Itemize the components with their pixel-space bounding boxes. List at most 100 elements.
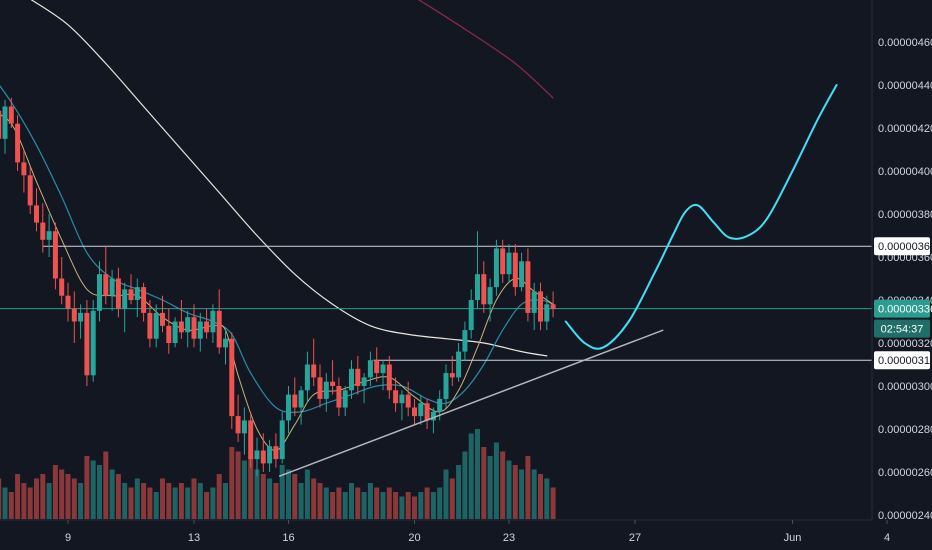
volume-bar [550,487,556,519]
volume-bar [468,433,474,519]
candle-body [393,390,399,404]
candle-body [166,325,172,343]
candle-body [8,106,14,124]
volume-bar [122,483,128,519]
candle-body [531,291,537,313]
volume-bar [405,492,411,519]
price-tick-label: 0.00000400 [878,166,932,178]
volume-bar [399,496,405,519]
candle-body [153,312,159,339]
volume-bar [512,465,518,519]
candle-body [27,175,33,206]
time-tick-label: Jun [784,532,802,544]
candle-body [412,407,417,417]
volume-bar [71,478,77,519]
candle-body [185,317,191,333]
volume-bar [84,456,90,519]
volume-bar [223,483,228,519]
candle-body [235,416,241,434]
volume-bar [367,483,373,519]
volume-bar [462,451,468,519]
price-tick-label: 0.00000320 [878,338,932,350]
candle-body [424,403,430,421]
current-price-badge [874,299,930,318]
volume-bar [456,465,462,519]
candle-body [2,106,8,139]
volume-bar [336,487,342,519]
candle-body [59,278,65,296]
volume-bar [210,487,216,519]
projection-group[interactable] [564,84,838,350]
volume-bar [273,483,279,519]
ascending-trendline [278,329,664,478]
volume-bar [235,451,241,519]
volume-bar [191,478,197,519]
candle-body [298,390,304,408]
volume-bar [449,478,455,519]
trendline-group[interactable] [278,329,664,478]
candle-body [122,289,128,309]
candle-body [399,394,405,404]
price-tick-label: 0.00000240 [878,510,932,522]
volume-bars [0,429,556,519]
time-axis[interactable]: 91316202327Jun4710 [65,520,932,544]
candle-body [216,310,222,348]
volume-bar [15,474,21,519]
candle-body [90,310,96,376]
candle-body [380,364,386,374]
volume-bar [487,456,493,519]
price-tick-label: 0.00000280 [878,424,932,436]
time-tick-label: 13 [188,532,200,544]
candle-body [323,381,329,399]
volume-bar [128,487,134,519]
candle-body [462,330,468,352]
candle-body [367,360,373,378]
volume-bar [531,469,537,519]
candle-body [405,394,411,408]
candle-body [418,403,424,417]
candle-body [286,394,291,421]
volume-bar [355,487,361,519]
volume-bar [330,492,336,519]
volume-bar [500,451,506,519]
candle-body [141,287,147,313]
candle-body [15,123,21,163]
candle-body [493,248,499,288]
level-price-badge [874,351,930,370]
candle-body [172,321,178,343]
candle-body [481,274,487,305]
volume-bar [21,483,27,519]
volume-bar [134,478,140,519]
volume-bar [65,474,71,519]
volume-bar [418,492,424,519]
time-tick-label: 23 [503,532,515,544]
candle-body [21,162,27,176]
volume-bar [27,487,33,519]
volume-bar [141,483,147,519]
candle-body [311,364,317,378]
volume-bar [538,474,543,519]
volume-bar [166,483,172,519]
candle-body [65,295,71,309]
candle-body [103,274,109,296]
candle-body [197,321,203,339]
candle-body [210,310,216,333]
projection-path [564,84,838,350]
candle-body [160,312,165,326]
volume-bar [147,487,153,519]
volume-bar [46,483,52,519]
candle-body [487,287,493,305]
candle-body [204,321,210,333]
price-tick-label: 0.00000460 [878,37,932,49]
moving-average-slow-line [30,0,548,357]
volume-bar [267,478,273,519]
volume-bar [361,492,367,519]
volume-bar [78,483,84,519]
price-tick-label: 0.00000380 [878,209,932,221]
candle-body [292,394,298,408]
volume-bar [2,487,8,519]
volume-bar [519,469,525,519]
candle-body [78,312,84,322]
candle-body [0,110,2,139]
